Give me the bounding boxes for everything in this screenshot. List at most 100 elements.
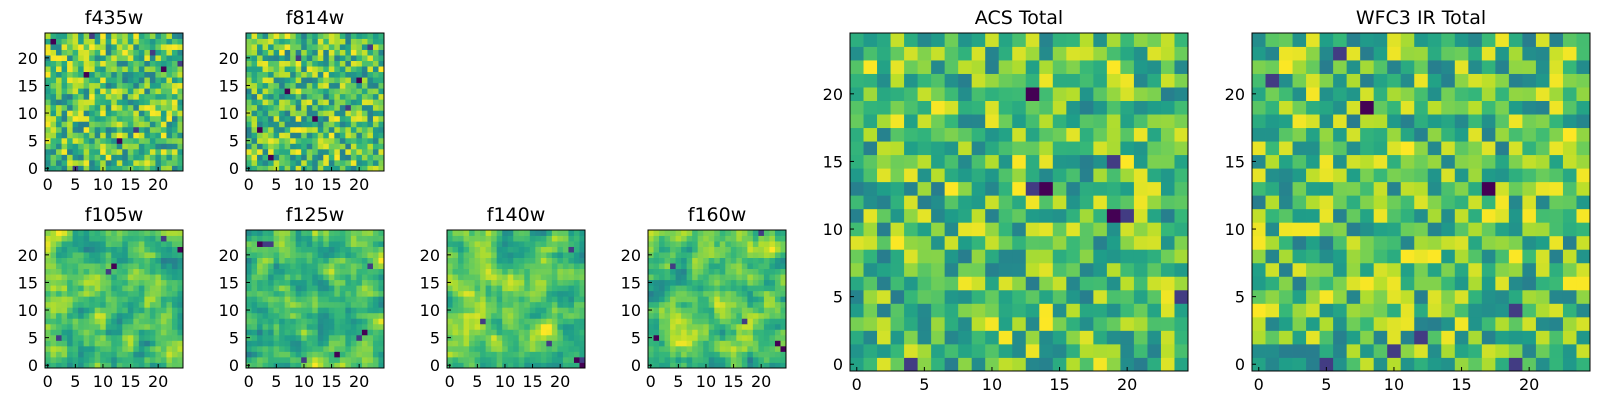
- heatmap-cell: [290, 312, 297, 319]
- heatmap-cell: [1106, 235, 1121, 250]
- heatmap-cell: [469, 340, 475, 347]
- heatmap-cell: [328, 159, 335, 166]
- heatmap-cell: [155, 88, 162, 95]
- heatmap-cell: [89, 71, 96, 78]
- heatmap-cell: [675, 268, 682, 275]
- heatmap-cell: [708, 307, 715, 314]
- heatmap-cell: [166, 285, 173, 292]
- heatmap-cell: [463, 279, 470, 286]
- heatmap-cell: [535, 323, 542, 330]
- heatmap-cell: [491, 274, 498, 281]
- heatmap-cell: [166, 345, 173, 352]
- heatmap-cell: [730, 252, 737, 258]
- heatmap-cell: [725, 268, 732, 275]
- heatmap-cell: [345, 154, 352, 161]
- heatmap-cell: [334, 329, 341, 336]
- heatmap-cell: [160, 312, 167, 319]
- heatmap-cell: [328, 93, 335, 100]
- heatmap-cell: [323, 99, 330, 106]
- heatmap-cell: [458, 274, 464, 281]
- heatmap-cell: [122, 246, 129, 253]
- heatmap-cell: [546, 268, 553, 275]
- heatmap-cell: [1025, 303, 1040, 318]
- heatmap-cell: [1093, 249, 1108, 264]
- heatmap-cell: [149, 159, 156, 166]
- heatmap-cell: [758, 318, 765, 325]
- x-tick-label: 0: [852, 375, 862, 394]
- heatmap-cell: [1147, 276, 1162, 291]
- heatmap-cell: [659, 329, 665, 336]
- heatmap-cell: [345, 110, 352, 117]
- heatmap-cell: [94, 329, 101, 336]
- heatmap-cell: [1549, 343, 1564, 358]
- heatmap-cell: [653, 252, 660, 258]
- heatmap-cell: [361, 279, 368, 286]
- heatmap-cell: [944, 316, 959, 331]
- heatmap-cell: [1292, 357, 1307, 372]
- heatmap-cell: [1562, 262, 1577, 277]
- heatmap-cell: [708, 257, 715, 264]
- heatmap-cell: [50, 110, 57, 117]
- heatmap-cell: [127, 230, 134, 236]
- heatmap-cell: [312, 279, 319, 286]
- heatmap-cell: [356, 268, 363, 275]
- heatmap-cell: [144, 279, 151, 286]
- heatmap-cell: [306, 121, 313, 128]
- heatmap-cell: [985, 343, 1000, 358]
- heatmap-cell: [61, 257, 68, 264]
- heatmap-cell: [72, 77, 79, 84]
- heatmap-cell: [262, 235, 269, 242]
- heatmap-cell: [971, 141, 986, 156]
- heatmap-cell: [246, 235, 252, 242]
- heatmap-cell: [485, 285, 492, 292]
- heatmap-cell: [758, 285, 765, 292]
- heatmap-cell: [323, 268, 330, 275]
- heatmap-cell: [251, 263, 258, 270]
- heatmap-cell: [1562, 168, 1577, 183]
- heatmap-cell: [1052, 127, 1067, 142]
- heatmap-cell: [540, 257, 547, 264]
- heatmap-cell: [268, 121, 274, 128]
- heatmap-cell: [67, 285, 73, 292]
- heatmap-cell: [719, 246, 726, 253]
- heatmap-cell: [268, 312, 274, 319]
- heatmap-cell: [686, 356, 693, 363]
- heatmap-cell: [268, 143, 274, 150]
- heatmap-cell: [295, 165, 302, 172]
- heatmap-cell: [328, 263, 335, 270]
- heatmap-cell: [155, 279, 162, 286]
- heatmap-cell: [166, 230, 173, 236]
- heatmap-cell: [100, 356, 107, 363]
- heatmap-cell: [670, 263, 676, 270]
- heatmap-cell: [664, 235, 671, 242]
- heatmap-cell: [485, 235, 492, 242]
- heatmap-cell: [111, 329, 118, 336]
- heatmap-cell: [708, 285, 715, 292]
- heatmap-cell: [290, 88, 297, 95]
- heatmap-cell: [127, 290, 134, 297]
- heatmap-cell: [1106, 303, 1121, 318]
- heatmap-cell: [474, 301, 481, 308]
- heatmap-cell: [295, 66, 302, 73]
- heatmap-cell: [1387, 289, 1402, 304]
- heatmap-cell: [1079, 195, 1094, 210]
- heatmap-cell: [1039, 208, 1054, 223]
- heatmap-cell: [736, 257, 743, 264]
- heatmap-cell: [262, 285, 269, 292]
- heatmap-cell: [1039, 154, 1054, 169]
- heatmap-cell: [295, 49, 302, 56]
- heatmap-cell: [127, 257, 134, 264]
- heatmap-cell: [61, 44, 68, 50]
- heatmap-cell: [312, 137, 319, 144]
- heatmap-cell: [780, 334, 787, 341]
- heatmap-cell: [697, 246, 704, 253]
- heatmap-cell: [692, 241, 699, 247]
- heatmap-cell: [72, 279, 79, 286]
- heatmap-cell: [579, 246, 586, 253]
- heatmap-cell: [518, 246, 525, 253]
- heatmap-cell: [345, 115, 352, 122]
- heatmap-cell: [877, 73, 891, 88]
- heatmap-cell: [1039, 289, 1054, 304]
- heatmap-cell: [378, 345, 385, 352]
- heatmap-cell: [1012, 100, 1027, 115]
